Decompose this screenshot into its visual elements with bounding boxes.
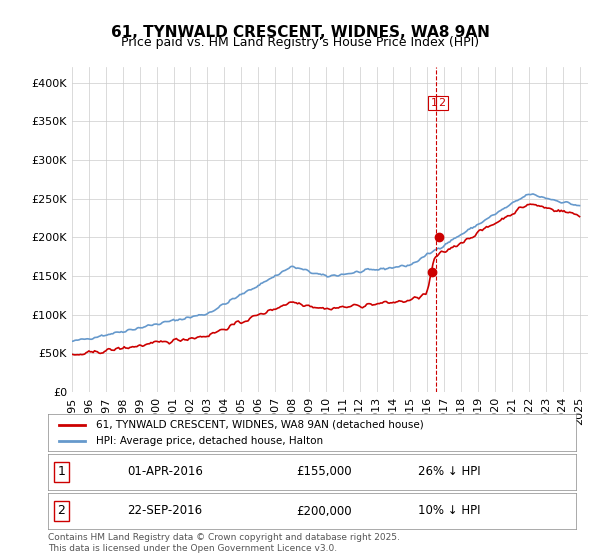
- Text: 1: 1: [57, 465, 65, 478]
- Text: 22-SEP-2016: 22-SEP-2016: [127, 505, 202, 517]
- Text: Price paid vs. HM Land Registry's House Price Index (HPI): Price paid vs. HM Land Registry's House …: [121, 36, 479, 49]
- Text: £200,000: £200,000: [296, 505, 352, 517]
- Text: Contains HM Land Registry data © Crown copyright and database right 2025.
This d: Contains HM Land Registry data © Crown c…: [48, 533, 400, 553]
- Text: 2: 2: [438, 98, 445, 108]
- Text: 1: 1: [431, 98, 437, 108]
- Text: £155,000: £155,000: [296, 465, 352, 478]
- Text: 26% ↓ HPI: 26% ↓ HPI: [418, 465, 480, 478]
- Text: 61, TYNWALD CRESCENT, WIDNES, WA8 9AN (detached house): 61, TYNWALD CRESCENT, WIDNES, WA8 9AN (d…: [95, 419, 423, 430]
- Text: 61, TYNWALD CRESCENT, WIDNES, WA8 9AN: 61, TYNWALD CRESCENT, WIDNES, WA8 9AN: [110, 25, 490, 40]
- Text: 01-APR-2016: 01-APR-2016: [127, 465, 203, 478]
- Text: 2: 2: [57, 505, 65, 517]
- Text: 10% ↓ HPI: 10% ↓ HPI: [418, 505, 480, 517]
- Text: HPI: Average price, detached house, Halton: HPI: Average price, detached house, Halt…: [95, 436, 323, 446]
